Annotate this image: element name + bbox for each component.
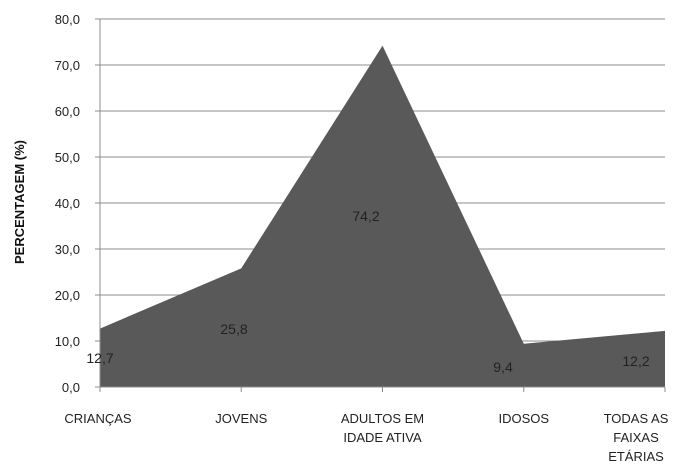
x-category-label: CRIANÇAS: [64, 411, 132, 426]
data-label: 25,8: [220, 321, 247, 337]
x-category-labels: CRIANÇAS JOVENS ADULTOS EM IDADE ATIVA IDOSO…: [64, 411, 668, 464]
y-tick-label: 70,0: [55, 58, 80, 73]
y-axis-label: PERCENTAGEM (%): [12, 140, 27, 264]
y-tick-label: 50,0: [55, 150, 80, 165]
y-tick-label: 10,0: [55, 334, 80, 349]
y-tick-label: 0,0: [62, 380, 80, 395]
x-category-label: IDOSOS: [498, 411, 549, 426]
area-series: [99, 45, 666, 388]
y-tick-label: 30,0: [55, 242, 80, 257]
y-tick-label: 60,0: [55, 104, 80, 119]
y-tick-label: 20,0: [55, 288, 80, 303]
x-category-label: ADULTOS EM IDADE ATIVA: [341, 411, 424, 445]
y-tick-label: 80,0: [55, 12, 80, 27]
data-label: 12,2: [622, 353, 649, 369]
data-label: 74,2: [352, 208, 379, 224]
x-category-label: TODAS AS FAIXAS ETÁRIAS: [604, 411, 669, 464]
axes: [95, 18, 666, 392]
y-tick-labels: 0,0 10,0 20,0 30,0 40,0 50,0 60,0 70,0 80,0: [55, 12, 80, 395]
data-label: 12,7: [86, 350, 113, 366]
x-category-label: JOVENS: [215, 411, 267, 426]
y-tick-label: 40,0: [55, 196, 80, 211]
area-fill: [100, 45, 665, 388]
data-label: 9,4: [493, 359, 513, 375]
data-labels: 12,7 25,8 74,2 9,4 12,2: [86, 208, 649, 375]
